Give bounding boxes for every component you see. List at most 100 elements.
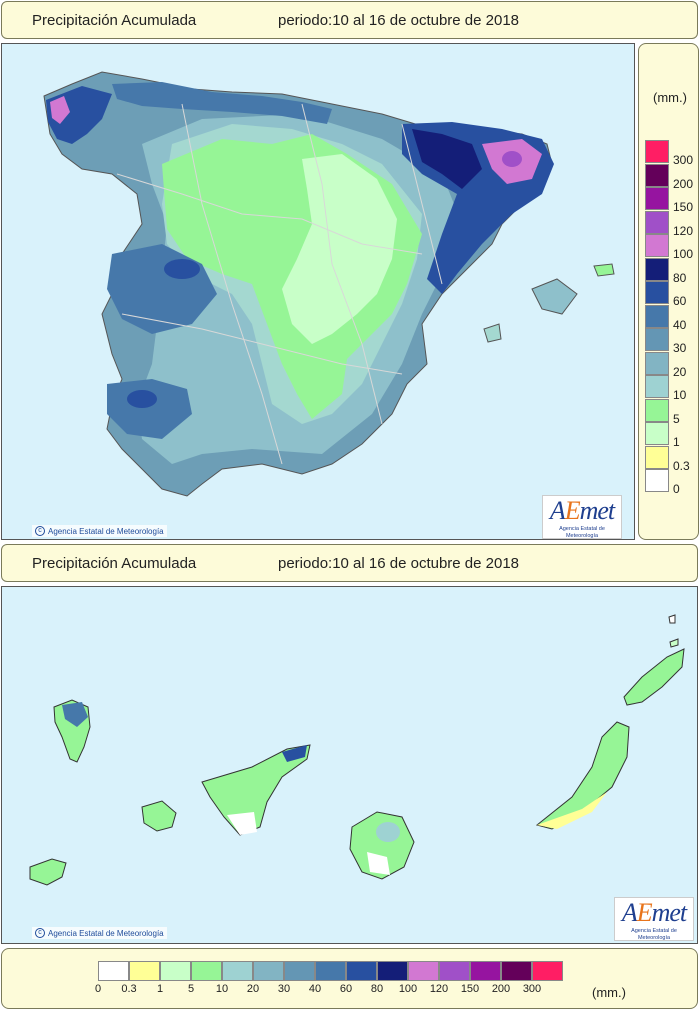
legend-horizontal-swatch	[160, 961, 191, 981]
tenerife-dry	[227, 812, 257, 835]
legend-horizontal-swatch	[408, 961, 439, 981]
legend-vertical-label: 1	[673, 435, 680, 449]
legend-vertical-swatch	[645, 304, 669, 328]
alegranza	[668, 614, 676, 624]
legend-horizontal-swatch	[129, 961, 160, 981]
southwest-heavy	[107, 379, 192, 439]
la-graciosa	[669, 638, 679, 648]
legend-vertical-swatch	[645, 398, 669, 422]
gran-canaria-center	[376, 822, 400, 842]
legend-vertical-swatch	[645, 257, 669, 281]
galicia-peak	[50, 96, 70, 124]
legend-horizontal-label: 80	[370, 983, 384, 995]
legend-vertical-label: 300	[673, 153, 694, 167]
catalonia-core	[502, 151, 522, 167]
legend-vertical-label: 20	[673, 364, 687, 379]
legend-vertical-label: 80	[673, 270, 687, 285]
legend-horizontal-label: 200	[491, 983, 511, 995]
peninsula-map: c Agencia Estatal de Meteorología AEmet …	[1, 43, 635, 540]
tenerife-anaga	[282, 745, 307, 762]
copyright-icon: c	[35, 928, 45, 938]
legend-horizontal-label: 20	[246, 983, 260, 995]
menorca	[593, 263, 615, 277]
el-hierro	[29, 858, 67, 886]
canary-islands-map: c Agencia Estatal de Meteorología AEmet …	[1, 586, 698, 944]
legend-vertical-swatch	[645, 163, 669, 187]
la-gomera	[141, 800, 177, 832]
aemet-logo-subtitle: Agencia Estatal de Meteorología	[559, 526, 605, 539]
southwest-core	[127, 390, 157, 408]
legend-horizontal-swatch	[222, 961, 253, 981]
aemet-logo-subtitle: Agencia Estatal de Meteorología	[631, 928, 677, 941]
legend-vertical-label: 100	[673, 247, 694, 261]
top-title-period: periodo:10 al 16 de octubre de 2018	[278, 11, 520, 29]
legend-horizontal-label: 0	[94, 983, 102, 995]
lanzarote	[623, 648, 685, 706]
northeast-core	[412, 129, 482, 189]
legend-vertical-label: 40	[673, 317, 687, 332]
ibiza	[483, 323, 502, 343]
legend-vertical-label: 120	[673, 223, 694, 238]
aemet-logo-bottom: AEmet Agencia Estatal de Meteorología	[614, 897, 694, 941]
peninsula-map-canvas	[43, 71, 615, 497]
legend-horizontal-swatch	[439, 961, 470, 981]
legend-unit-vertical: (mm.)	[653, 90, 687, 105]
legend-horizontal-label: 10	[215, 983, 229, 995]
legend-vertical-label: 10	[673, 388, 687, 402]
bottom-title-label: Precipitación Acumulada	[32, 554, 197, 572]
aemet-logo-top: AEmet Agencia Estatal de Meteorología	[542, 495, 622, 539]
copyright-top-text: Agencia Estatal de Meteorología	[48, 526, 164, 536]
legend-horizontal-label: 0.3	[121, 983, 137, 995]
legend-horizontal-swatch	[315, 961, 346, 981]
canary-map-canvas	[29, 614, 685, 886]
legend-horizontal-swatch	[284, 961, 315, 981]
legend-vertical-swatch	[645, 234, 669, 257]
west-center-core	[164, 259, 200, 279]
copyright-top: c Agencia Estatal de Meteorología	[32, 525, 167, 537]
copyright-icon: c	[35, 526, 45, 536]
legend-horizontal-label: 120	[429, 983, 449, 995]
bottom-title-period: periodo:10 al 16 de octubre de 2018	[278, 554, 520, 572]
legend-vertical-label: 5	[673, 411, 680, 426]
aemet-logo-word: AEmet	[549, 496, 615, 525]
top-title-label: Precipitación Acumulada	[32, 11, 197, 29]
legend-vertical-swatch	[645, 469, 669, 492]
top-title-bar: Precipitación Acumulada periodo:10 al 16…	[1, 1, 698, 39]
legend-vertical-label: 60	[673, 294, 687, 308]
fuerteventura-coast	[537, 792, 607, 829]
legend-horizontal-swatch	[346, 961, 377, 981]
legend-horizontal-swatch	[377, 961, 408, 981]
legend-horizontal-swatch	[470, 961, 501, 981]
legend-horizontal-label: 40	[308, 983, 322, 995]
legend-horizontal-label: 100	[398, 983, 418, 995]
legend-vertical-swatch	[645, 210, 669, 234]
legend-vertical-swatch	[645, 187, 669, 210]
legend-vertical-swatch	[645, 375, 669, 398]
legend-horizontal-swatch	[191, 961, 222, 981]
legend-unit-horizontal: (mm.)	[592, 985, 626, 1000]
region-boundaries	[116, 103, 443, 465]
bottom-title-bar: Precipitación Acumulada periodo:10 al 16…	[1, 544, 698, 582]
zone-1mm	[282, 154, 397, 344]
legend-vertical-label: 200	[673, 176, 694, 191]
legend-vertical-swatch	[645, 351, 669, 375]
legend-horizontal-swatch	[253, 961, 284, 981]
tenerife	[201, 744, 311, 836]
legend-vertical-swatch	[645, 328, 669, 351]
legend-horizontal: (mm.) 0 0.3 1 5 10 20 30 40 60 80 100 120 150 200 300	[1, 948, 698, 1009]
aemet-logo-word: AEmet	[621, 898, 687, 927]
mallorca	[531, 278, 578, 315]
north-coast-band	[112, 82, 332, 124]
legend-horizontal-swatch	[501, 961, 532, 981]
copyright-bottom-text: Agencia Estatal de Meteorología	[48, 928, 164, 938]
legend-horizontal-swatch	[98, 961, 129, 981]
legend-horizontal-swatch	[532, 961, 563, 981]
legend-vertical-swatch	[645, 445, 669, 469]
legend-vertical-swatch	[645, 422, 669, 445]
legend-vertical-label: 150	[673, 200, 694, 214]
legend-vertical-swatch	[645, 281, 669, 304]
gran-canaria-dry	[367, 852, 390, 875]
legend-horizontal-label: 5	[187, 983, 195, 995]
copyright-bottom: c Agencia Estatal de Meteorología	[32, 927, 167, 939]
legend-vertical-label: 0.3	[673, 458, 690, 473]
